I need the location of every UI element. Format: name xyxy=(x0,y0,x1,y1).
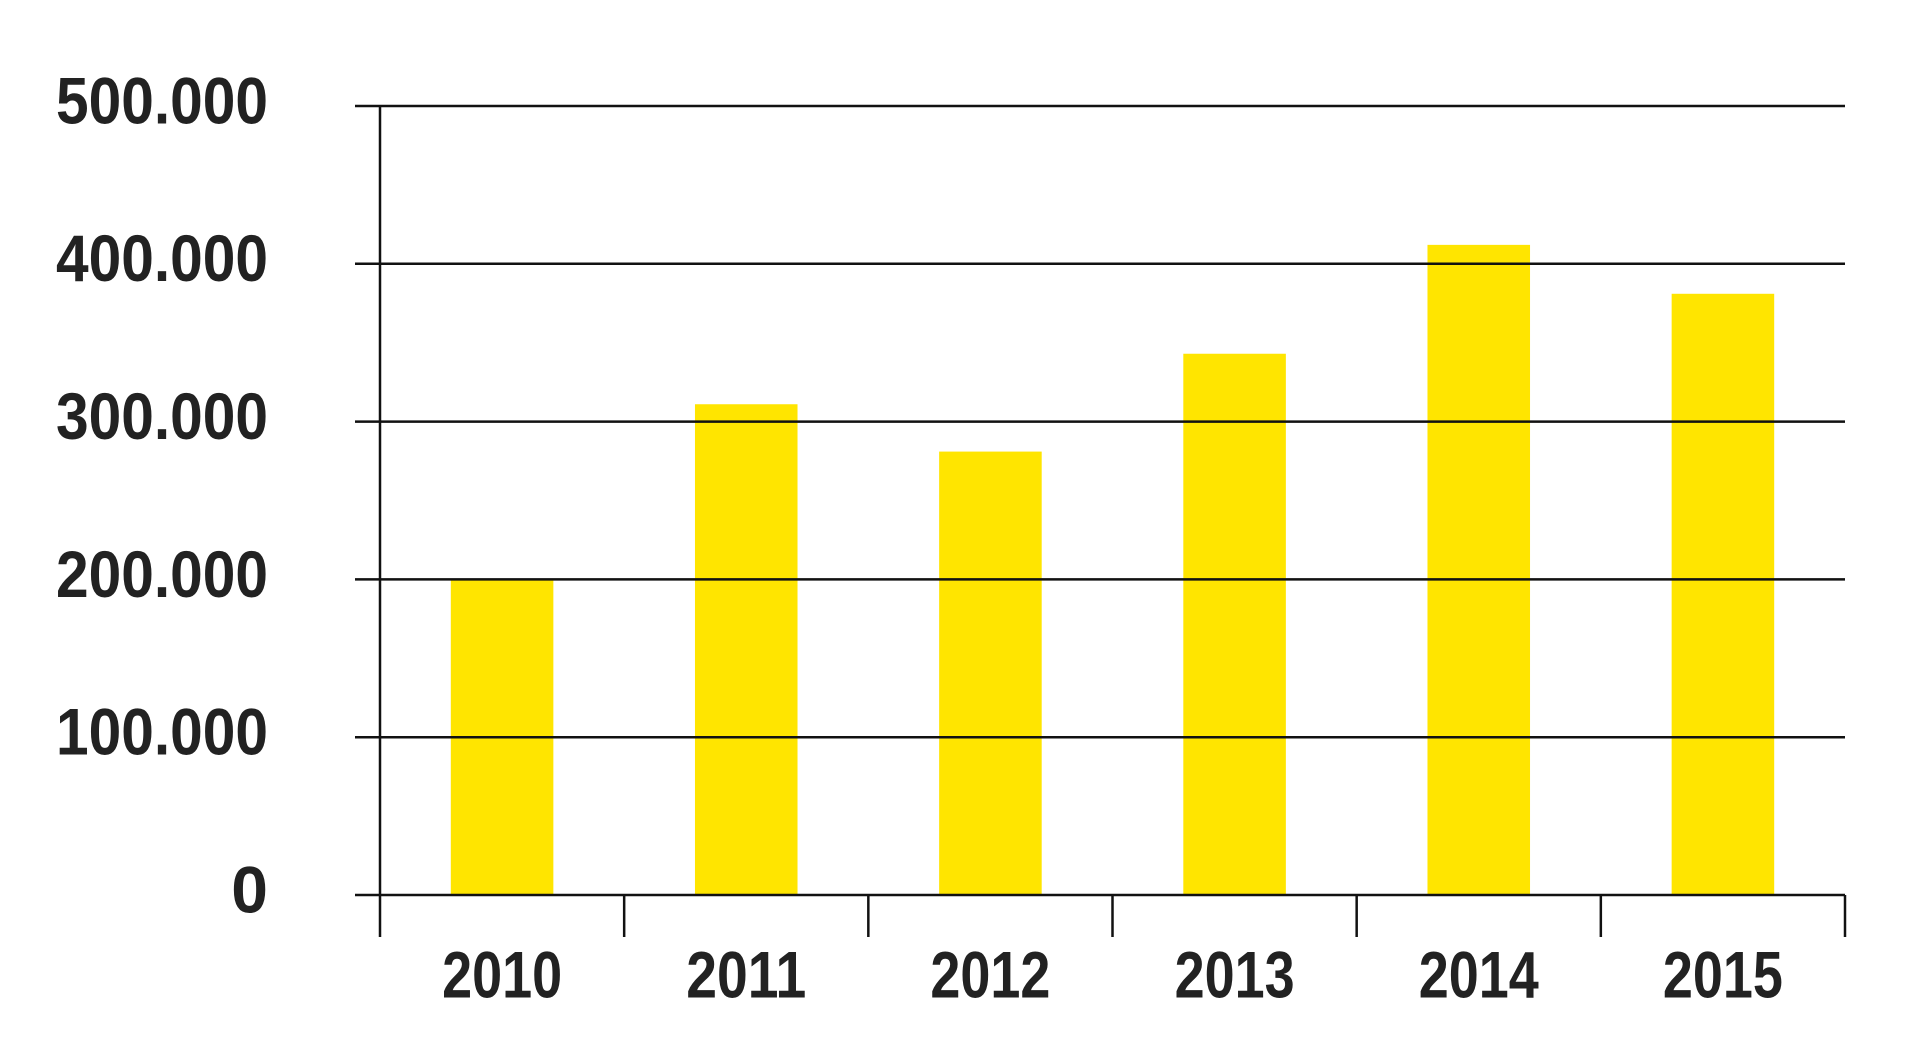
x-tick-label: 2014 xyxy=(1419,937,1539,1011)
y-tick-label: 100.000 xyxy=(56,695,268,769)
bar xyxy=(939,451,1042,895)
y-tick-label: 0 xyxy=(231,852,268,926)
bar xyxy=(1427,244,1531,895)
y-tick-label: 400.000 xyxy=(56,221,268,295)
y-tick-label: 200.000 xyxy=(56,537,268,611)
y-tick-label: 500.000 xyxy=(56,63,268,137)
x-tick-label: 2010 xyxy=(442,937,562,1011)
x-tick-label: 2011 xyxy=(686,937,806,1011)
y-tick-label: 300.000 xyxy=(56,379,268,453)
bar xyxy=(1671,293,1775,896)
x-tick-label: 2013 xyxy=(1175,937,1295,1011)
bar xyxy=(1183,353,1286,896)
x-tick-label: 2015 xyxy=(1663,937,1783,1011)
bar xyxy=(694,404,798,895)
x-tick-label: 2012 xyxy=(930,937,1050,1011)
